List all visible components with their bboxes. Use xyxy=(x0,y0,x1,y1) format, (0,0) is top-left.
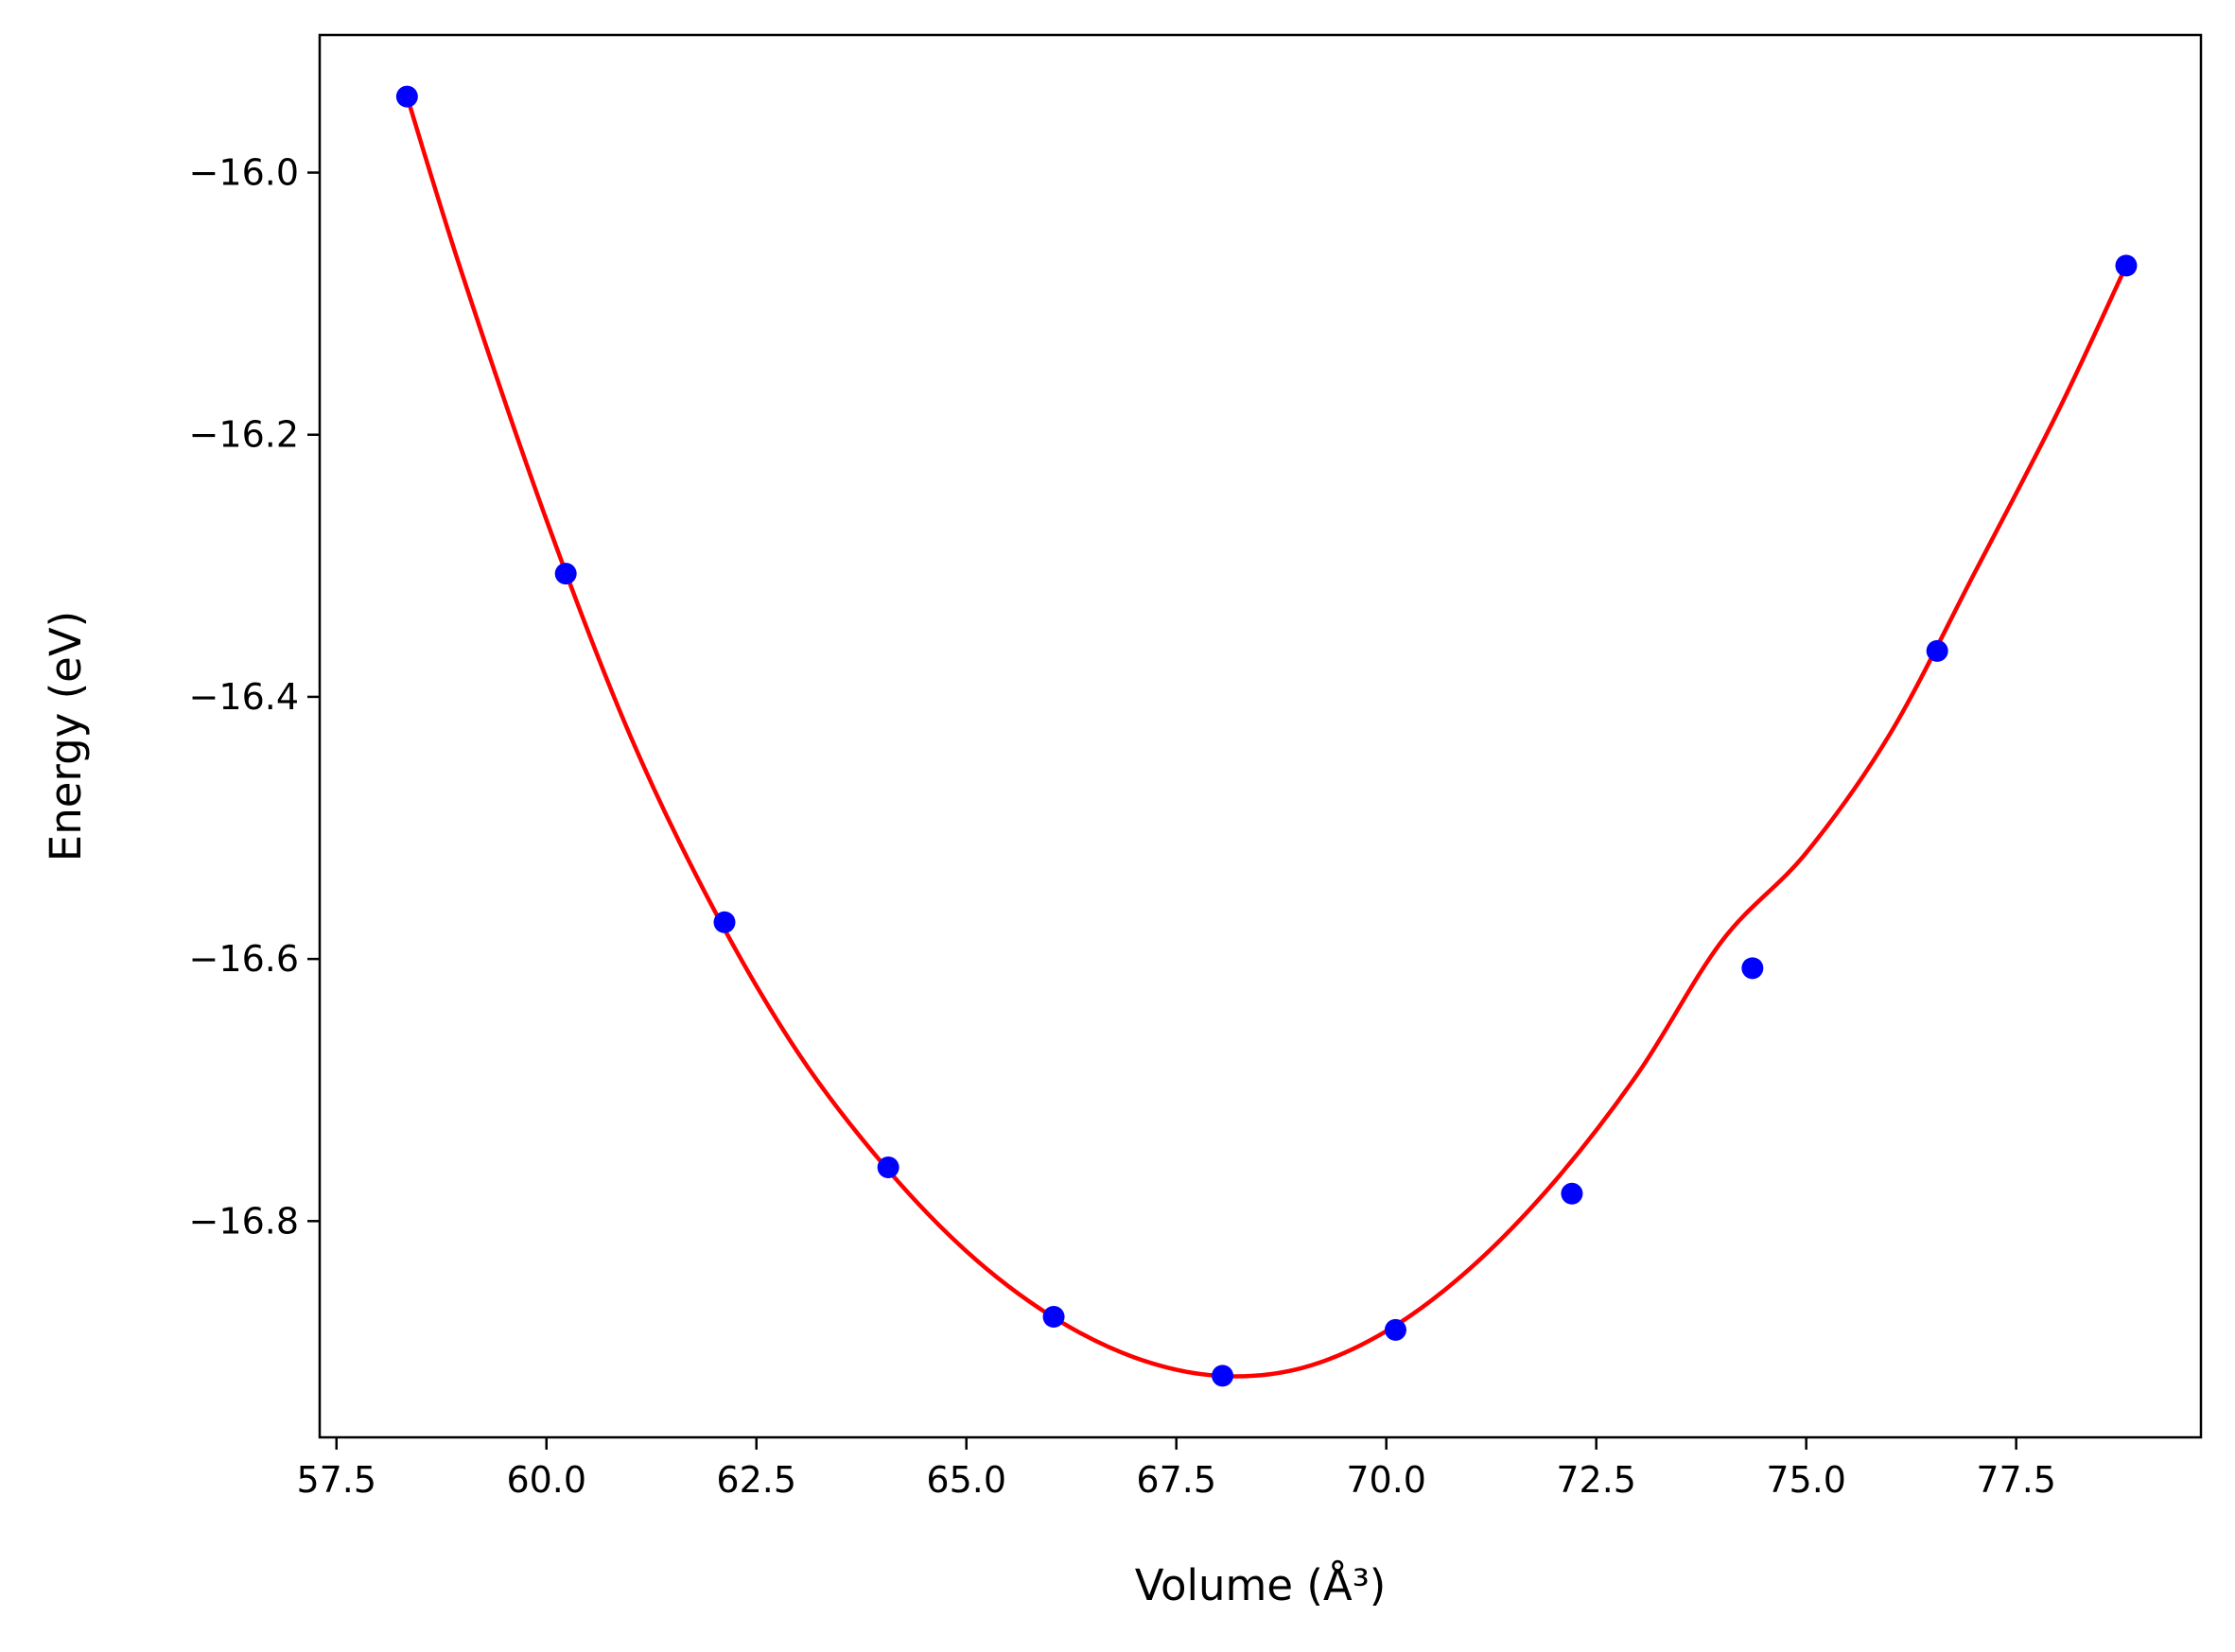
x-axis-label: Volume (Å³) xyxy=(1135,1560,1387,1610)
data-point xyxy=(554,563,577,585)
data-point xyxy=(1741,957,1764,980)
y-tick-label: −16.6 xyxy=(189,938,299,980)
x-tick-label: 62.5 xyxy=(716,1459,796,1501)
y-tick-label: −16.0 xyxy=(189,152,299,194)
data-point xyxy=(2115,254,2138,277)
plot-area xyxy=(395,85,2138,1387)
data-point xyxy=(1561,1182,1583,1205)
data-point xyxy=(1384,1318,1406,1341)
y-tick-label: −16.2 xyxy=(189,414,299,456)
x-tick-label: 77.5 xyxy=(1976,1459,2056,1501)
data-point xyxy=(395,85,418,108)
data-point xyxy=(1212,1365,1234,1387)
x-tick-label: 60.0 xyxy=(506,1459,586,1501)
x-tick-label: 75.0 xyxy=(1766,1459,1846,1501)
data-point xyxy=(1926,639,1948,662)
data-point xyxy=(713,911,736,933)
x-tick-label: 57.5 xyxy=(296,1459,376,1501)
x-tick-label: 72.5 xyxy=(1556,1459,1636,1501)
x-tick-label: 70.0 xyxy=(1346,1459,1426,1501)
axes-frame xyxy=(318,33,2203,1439)
x-tick-label: 67.5 xyxy=(1136,1459,1216,1501)
data-point xyxy=(1042,1305,1065,1328)
x-tick-label: 65.0 xyxy=(926,1459,1006,1501)
y-axis-ticks: −16.0 −16.2 −16.4 −16.6 −16.8 xyxy=(189,152,320,1242)
x-axis-ticks: 57.5 60.0 62.5 65.0 67.5 70.0 72.5 75.0 77.5 xyxy=(296,1437,2056,1501)
y-tick-label: −16.4 xyxy=(189,676,299,718)
data-point xyxy=(877,1156,899,1178)
y-axis-label: Energy (eV) xyxy=(41,611,91,861)
y-tick-label: −16.8 xyxy=(189,1200,299,1242)
